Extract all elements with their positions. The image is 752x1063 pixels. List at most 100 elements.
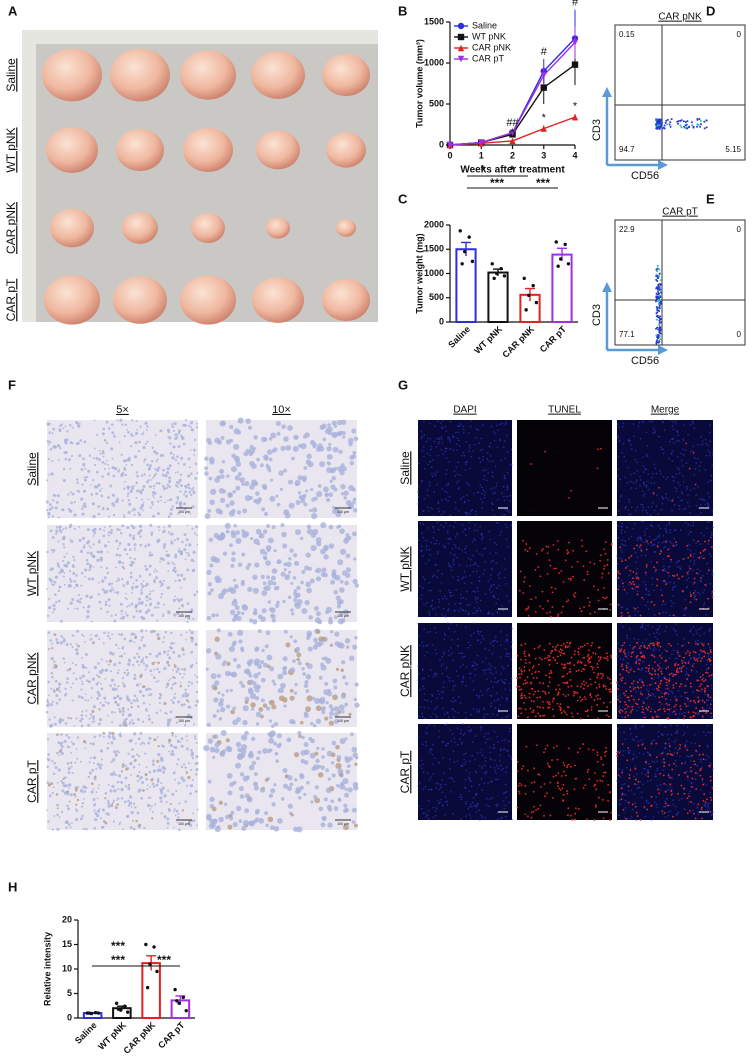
dapi-dot — [437, 598, 440, 601]
dapi-dot — [646, 512, 648, 514]
nucleus — [318, 675, 323, 680]
dapi-dot — [697, 485, 699, 488]
tunel-dot — [576, 661, 579, 664]
dapi-dot — [476, 601, 478, 604]
tunel-dot — [703, 655, 705, 658]
nucleus — [173, 566, 177, 570]
dapi-dot — [506, 639, 509, 642]
dapi-dot — [478, 711, 480, 713]
nucleus — [81, 802, 84, 805]
tunel-dot — [577, 699, 579, 702]
nucleus — [280, 682, 286, 689]
nucleus — [246, 660, 251, 665]
dapi-dot — [468, 603, 471, 606]
nucleus — [219, 532, 226, 539]
dapi-dot — [483, 496, 486, 499]
nucleus — [293, 639, 298, 644]
dapi-dot — [625, 608, 628, 611]
tunel-dot — [594, 611, 596, 614]
nucleus — [131, 721, 135, 725]
tunel-dot — [695, 707, 698, 710]
nucleus — [111, 466, 115, 470]
nucleus — [64, 441, 68, 445]
dapi-dot — [646, 697, 649, 700]
nucleus — [96, 433, 99, 437]
dapi-dot — [433, 543, 436, 545]
nucleus — [169, 646, 173, 650]
nucleus — [245, 565, 250, 570]
dapi-dot — [427, 509, 430, 512]
dapi-dot — [476, 708, 478, 711]
dapi-dot — [470, 634, 472, 637]
tunel-dot — [520, 692, 523, 695]
dapi-dot — [627, 509, 630, 511]
nucleus — [227, 631, 233, 637]
nucleus — [88, 761, 91, 764]
nucleus — [105, 441, 109, 445]
nucleus — [345, 553, 351, 559]
dapi-dot — [465, 717, 467, 719]
tunel-dot — [687, 641, 690, 644]
dapi-dot — [704, 469, 707, 471]
tunel-dot — [607, 572, 610, 575]
nucleus — [230, 609, 236, 615]
nucleus — [270, 478, 274, 482]
nucleus — [223, 802, 228, 806]
nucleus — [118, 561, 122, 564]
dapi-dot — [668, 547, 671, 550]
nucleus — [133, 485, 136, 488]
nucleus — [270, 734, 274, 738]
dapi-dot — [511, 627, 513, 630]
tunel-dot — [589, 694, 592, 696]
nucleus — [116, 780, 120, 784]
tunel-dot — [520, 644, 523, 646]
tunel-dot — [583, 644, 586, 647]
nucleus — [107, 783, 110, 786]
nucleus — [303, 502, 308, 507]
dapi-dot — [435, 542, 437, 545]
nucleus — [83, 476, 87, 479]
dapi-dot — [451, 652, 453, 655]
tunel-dot — [675, 541, 677, 544]
dapi-dot — [464, 626, 467, 629]
nucleus — [206, 569, 212, 576]
dapi-dot — [457, 652, 460, 655]
nucleus — [75, 809, 79, 813]
nucleus — [92, 543, 95, 546]
tunel-dot — [644, 716, 646, 719]
dapi-dot — [482, 536, 484, 539]
nucleus — [335, 595, 341, 601]
tunel-dot — [674, 663, 676, 666]
nucleus — [161, 454, 165, 457]
nucleus — [305, 706, 311, 712]
nucleus — [182, 778, 186, 783]
nucleus — [60, 635, 63, 638]
nucleus — [103, 526, 106, 529]
dapi-dot — [629, 513, 632, 515]
nucleus — [72, 565, 75, 568]
dapi-dot — [490, 455, 492, 457]
dapi-dot — [635, 691, 638, 693]
tunel-dot — [521, 670, 523, 673]
tunel-dot — [570, 565, 573, 568]
dapi-dot — [465, 610, 467, 613]
dapi-dot — [464, 576, 467, 578]
nucleus — [88, 454, 92, 457]
dapi-dot — [505, 697, 508, 700]
dapi-dot — [689, 560, 692, 562]
dapi-dot — [617, 695, 620, 698]
dapi-dot — [460, 497, 462, 500]
dapi-dot — [506, 495, 509, 498]
nucleus — [296, 599, 303, 605]
nucleus — [274, 603, 280, 608]
dapi-dot — [651, 626, 654, 628]
tunel-dot — [603, 656, 605, 659]
nucleus — [69, 826, 72, 829]
nucleus — [225, 689, 229, 693]
tumor — [180, 50, 236, 100]
nucleus — [330, 484, 336, 490]
tunel-dot — [546, 573, 549, 575]
nucleus — [174, 745, 178, 750]
dapi-dot — [665, 570, 667, 573]
nucleus — [353, 436, 359, 442]
